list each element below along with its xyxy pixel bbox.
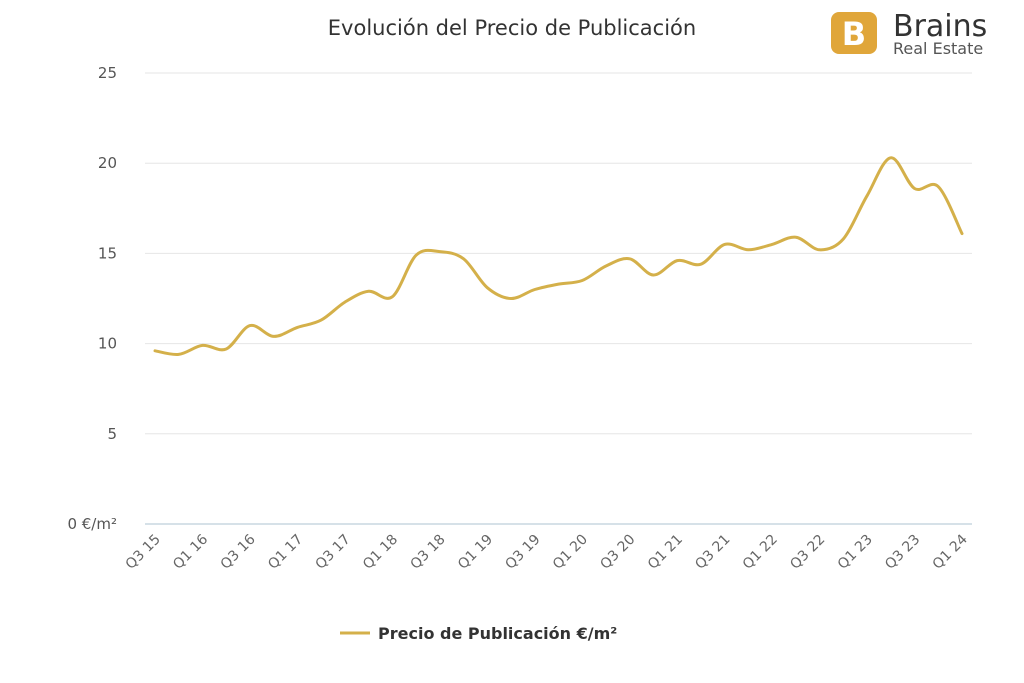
x-tick-label: Q1 22 bbox=[740, 532, 781, 573]
chart-title: Evolución del Precio de Publicación bbox=[328, 16, 696, 40]
x-tick-label: Q1 18 bbox=[360, 532, 401, 573]
x-tick-label: Q3 19 bbox=[502, 532, 543, 573]
gridlines bbox=[145, 72, 972, 525]
y-tick-label: 10 bbox=[98, 335, 117, 353]
x-tick-label: Q3 18 bbox=[407, 532, 448, 573]
x-axis: Q3 15 Q1 16 Q3 16 Q1 17 Q3 17 Q1 18 Q3 18 Q1 19… bbox=[123, 531, 971, 572]
x-tick-label: Q3 23 bbox=[882, 532, 923, 573]
legend-label: Precio de Publicación €/m² bbox=[378, 624, 617, 643]
x-tick-label: Q1 19 bbox=[455, 532, 496, 573]
logo-subtitle: Real Estate bbox=[893, 39, 983, 58]
x-tick-label: Q1 16 bbox=[170, 531, 211, 572]
x-tick-label: Q1 21 bbox=[645, 532, 686, 573]
legend[interactable]: Precio de Publicación €/m² bbox=[340, 624, 617, 643]
logo-mark-letter: B bbox=[842, 15, 866, 53]
y-tick-label: 20 bbox=[98, 154, 117, 172]
brand-logo: B Brains Real Estate bbox=[831, 9, 987, 58]
x-tick-label: Q1 23 bbox=[835, 532, 876, 573]
y-axis: 0 €/m² 5 10 15 20 25 bbox=[67, 64, 117, 533]
y-tick-label: 0 €/m² bbox=[67, 515, 117, 533]
logo-name: Brains bbox=[893, 9, 987, 44]
x-tick-label: Q1 17 bbox=[265, 532, 306, 573]
y-tick-label: 15 bbox=[98, 244, 117, 262]
x-tick-label: Q3 22 bbox=[787, 532, 828, 573]
x-tick-label: Q1 24 bbox=[930, 531, 971, 572]
x-tick-label: Q1 20 bbox=[550, 532, 591, 573]
series-line-precio bbox=[153, 156, 964, 357]
y-tick-label: 5 bbox=[107, 425, 117, 443]
x-tick-label: Q3 17 bbox=[313, 532, 354, 573]
x-tick-label: Q3 20 bbox=[597, 532, 638, 573]
x-tick-label: Q3 21 bbox=[692, 532, 733, 573]
y-tick-label: 25 bbox=[98, 64, 117, 82]
logo-mark bbox=[831, 12, 877, 54]
x-tick-label: Q3 15 bbox=[123, 532, 164, 573]
x-tick-label: Q3 16 bbox=[218, 531, 259, 572]
